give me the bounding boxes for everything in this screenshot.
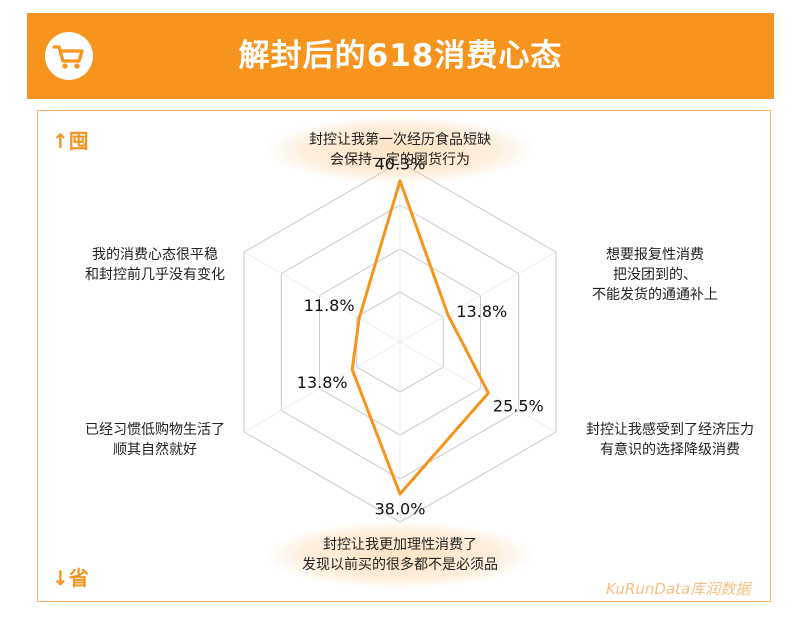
axis-label-glow-1 (265, 116, 535, 184)
value-label-1: 40.3% (375, 154, 426, 173)
axis-label-4-line-1: 封控让我更加理性消费了 (323, 537, 477, 553)
axis-label-3-line-1: 封控让我感受到了经济压力 (586, 421, 754, 438)
title-banner: 解封后的618消费心态 (27, 13, 774, 99)
radar-spoke-6 (243, 251, 401, 343)
axis-label-2-line-1: 想要报复性消费 (606, 246, 704, 263)
axis-label-2-line-3: 不能发货的通通补上 (592, 286, 718, 303)
axis-label-glow-4 (265, 521, 535, 589)
axis-label-5-line-2: 顺其自然就好 (113, 441, 197, 458)
value-label-5: 13.8% (297, 373, 348, 392)
radar-spoke-2 (399, 251, 557, 343)
radar-spoke-5 (243, 341, 401, 433)
watermark: KuRunData库润数据 (606, 580, 751, 598)
stock-up-direction-label: ↑囤 (52, 129, 89, 153)
radar-series-polygon (350, 179, 490, 496)
axis-label-1-line-2: 会保持一定的囤货行为 (330, 151, 470, 168)
axis-label-1-line-1: 封控让我第一次经历食品短缺 (309, 131, 491, 148)
axis-label-3-line-2: 有意识的选择降级消费 (600, 441, 740, 458)
shopping-cart-icon (45, 32, 93, 80)
save-direction-label: ↓省 (52, 566, 89, 590)
value-label-4: 38.0% (375, 500, 426, 519)
radar-spoke-3 (399, 341, 557, 433)
value-label-3: 25.5% (493, 397, 544, 416)
axis-label-6-line-2: 和封控前几乎没有变化 (85, 266, 225, 283)
axis-label-6-line-1: 我的消费心态很平稳 (92, 247, 218, 263)
page-title: 解封后的618消费心态 (238, 38, 563, 74)
value-label-6: 11.8% (304, 296, 355, 315)
axis-label-2-line-2: 把没团到的、 (613, 267, 697, 283)
axis-label-5-line-1: 已经习惯低购物生活了 (85, 421, 225, 438)
value-label-2: 13.8% (456, 302, 507, 321)
axis-label-4-line-2: 发现以前买的很多都不是必须品 (302, 556, 498, 573)
